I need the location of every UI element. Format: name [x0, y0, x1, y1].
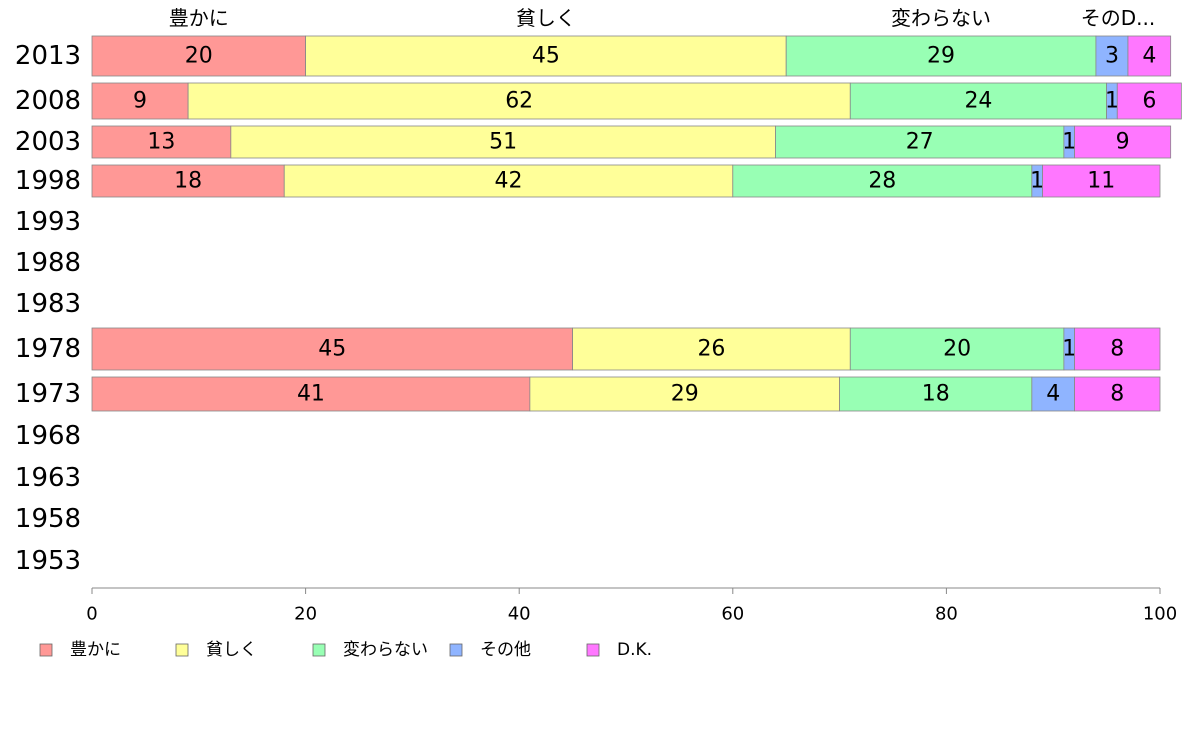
bar-segment-2013-4	[1127, 35, 1172, 77]
y-tick-label-1963: 1963	[15, 463, 81, 493]
data-label-2008-0: 9	[133, 89, 147, 114]
legend-swatch-1	[175, 643, 189, 657]
data-label-1978-3: 1	[1062, 337, 1076, 362]
data-label-1973-2: 18	[922, 382, 950, 407]
bar-segment-1978-0	[91, 327, 574, 371]
top-label-0: 豊かに	[169, 6, 229, 30]
bar-segment-2003-4	[1074, 125, 1172, 159]
x-tick-label-20: 20	[294, 604, 317, 625]
legend: 豊かに 貧しく 変わらない その他 D.K.	[39, 640, 652, 660]
x-tick-label-100: 100	[1143, 604, 1177, 625]
bar-segment-1998-2	[732, 164, 1033, 198]
bar-segment-2008-2	[849, 82, 1108, 120]
data-label-1978-2: 20	[943, 337, 971, 362]
x-axis: 0 20 40 60 80 100	[86, 587, 1177, 625]
data-label-1998-3: 1	[1030, 169, 1044, 194]
x-tick-label-0: 0	[86, 604, 97, 625]
top-label-3: そのD...	[1081, 6, 1155, 30]
bar-segment-2013-1	[305, 35, 787, 77]
data-label-1998-0: 18	[174, 169, 202, 194]
data-label-1998-4: 11	[1087, 169, 1115, 194]
data-label-1998-1: 42	[495, 169, 523, 194]
y-tick-label-2013: 2013	[15, 41, 81, 71]
legend-label-2: 変わらない	[343, 640, 428, 660]
bar-segment-1998-1	[283, 164, 734, 198]
data-label-2008-4: 6	[1142, 89, 1156, 114]
bar-segment-1978-4	[1074, 327, 1161, 371]
data-label-2003-4: 9	[1116, 130, 1130, 155]
legend-swatch-4	[586, 643, 600, 657]
y-tick-label-1978: 1978	[15, 334, 81, 364]
data-label-2003-3: 1	[1062, 130, 1076, 155]
data-label-1998-2: 28	[868, 169, 896, 194]
x-tick-label-40: 40	[508, 604, 531, 625]
data-label-1973-4: 8	[1110, 382, 1124, 407]
data-label-2003-1: 51	[489, 130, 517, 155]
legend-swatch-0	[39, 643, 53, 657]
y-tick-label-2003: 2003	[15, 127, 81, 157]
y-tick-label-1958: 1958	[15, 504, 81, 534]
x-tick-label-80: 80	[935, 604, 958, 625]
y-tick-label-1983: 1983	[15, 289, 81, 319]
bar-segment-2003-1	[230, 125, 776, 159]
legend-label-1: 貧しく	[206, 640, 257, 660]
bar-segment-2008-4	[1116, 82, 1182, 120]
data-label-1973-0: 41	[297, 382, 325, 407]
y-tick-label-1988: 1988	[15, 248, 81, 278]
bar-segment-1978-2	[849, 327, 1065, 371]
bar-segment-1973-1	[529, 376, 841, 412]
data-label-1973-3: 4	[1046, 382, 1060, 407]
data-label-2008-3: 1	[1105, 89, 1119, 114]
data-label-2013-2: 29	[927, 44, 955, 69]
data-label-1978-1: 26	[697, 337, 725, 362]
data-label-1978-4: 8	[1110, 337, 1124, 362]
bar-segment-1998-0	[91, 164, 285, 198]
data-label-1973-1: 29	[671, 382, 699, 407]
bar-segment-2013-0	[91, 35, 307, 77]
bar-segment-1973-0	[91, 376, 531, 412]
bar-segment-2013-2	[785, 35, 1097, 77]
legend-label-4: D.K.	[617, 640, 652, 660]
data-label-2013-4: 4	[1142, 44, 1156, 69]
legend-label-3: その他	[480, 640, 531, 660]
bar-segment-2003-0	[91, 125, 232, 159]
bar-segment-2003-2	[775, 125, 1065, 159]
data-label-2013-0: 20	[185, 44, 213, 69]
y-tick-label-1998: 1998	[15, 166, 81, 196]
data-label-2013-1: 45	[532, 44, 560, 69]
legend-swatch-2	[312, 643, 326, 657]
data-label-2008-2: 24	[964, 89, 992, 114]
data-label-2013-3: 3	[1105, 44, 1119, 69]
bar-segment-1973-4	[1074, 376, 1161, 412]
top-series-labels: 豊かに 貧しく 変わらない そのD...	[169, 6, 1155, 30]
legend-swatch-3	[449, 643, 463, 657]
bar-segment-2008-0	[91, 82, 189, 120]
y-tick-label-2008: 2008	[15, 86, 81, 116]
data-label-2003-0: 13	[147, 130, 175, 155]
data-label-2003-2: 27	[906, 130, 934, 155]
bar-segment-2008-1	[187, 82, 851, 120]
bar-segment-1998-4	[1042, 164, 1161, 198]
bar-segment-1973-2	[839, 376, 1033, 412]
bar-segment-1978-1	[572, 327, 851, 371]
top-label-1: 貧しく	[516, 6, 576, 30]
y-tick-label-1953: 1953	[15, 546, 81, 576]
x-tick-label-60: 60	[721, 604, 744, 625]
top-label-2: 変わらない	[891, 6, 991, 30]
y-tick-label-1968: 1968	[15, 421, 81, 451]
data-label-1978-0: 45	[318, 337, 346, 362]
y-tick-label-1973: 1973	[15, 379, 81, 409]
bar-segment-1973-3	[1031, 376, 1075, 412]
y-axis-labels: 2013 2008 2003 1998 1993 1988 1983 1978 1973 1968…	[15, 41, 81, 576]
y-tick-label-1993: 1993	[15, 207, 81, 237]
legend-label-0: 豊かに	[70, 640, 121, 660]
data-label-2008-1: 62	[505, 89, 533, 114]
